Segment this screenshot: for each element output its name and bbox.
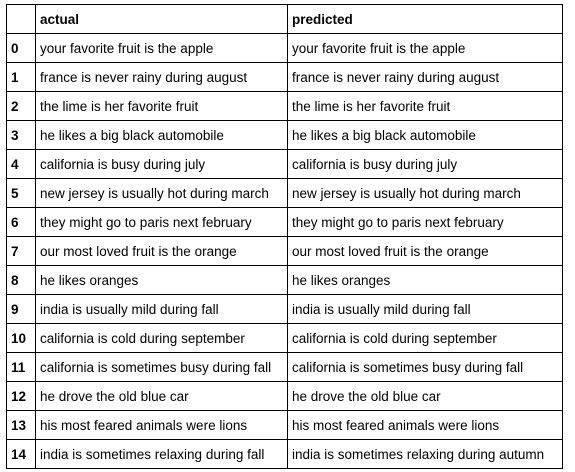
table-row: 10 california is cold during september cal… [6, 323, 563, 353]
row-index: 2 [6, 91, 36, 121]
predicted-cell: france is never rainy during august [287, 62, 563, 92]
predicted-cell: california is sometimes busy during fall [287, 352, 563, 382]
results-table: actual predicted 0 your favorite fruit is… [6, 4, 563, 469]
row-index: 7 [6, 236, 36, 266]
row-index: 11 [6, 352, 36, 382]
actual-cell: they might go to paris next february [35, 207, 288, 237]
actual-cell: your favorite fruit is the apple [35, 33, 288, 63]
actual-cell: his most feared animals were lions [35, 410, 288, 440]
row-index: 6 [6, 207, 36, 237]
predicted-cell: he likes a big black automobile [287, 120, 563, 150]
predicted-cell: he drove the old blue car [287, 381, 563, 411]
table-row: 7 our most loved fruit is the orange our m… [6, 236, 563, 266]
table-row: 5 new jersey is usually hot during march n… [6, 178, 563, 208]
actual-cell: the lime is her favorite fruit [35, 91, 288, 121]
table-row: 0 your favorite fruit is the apple your fa… [6, 33, 563, 63]
predicted-cell: the lime is her favorite fruit [287, 91, 563, 121]
actual-cell: india is sometimes relaxing during fall [35, 439, 288, 469]
actual-column-header: actual [35, 4, 288, 34]
table-row: 14 india is sometimes relaxing during fal… [6, 439, 563, 469]
row-index: 1 [6, 62, 36, 92]
table-row: 3 he likes a big black automobile he likes… [6, 120, 563, 150]
predicted-cell: he likes oranges [287, 265, 563, 295]
predicted-cell: california is busy during july [287, 149, 563, 179]
results-table-container: actual predicted 0 your favorite fruit is… [6, 4, 563, 469]
table-row: 9 india is usually mild during fall india … [6, 294, 563, 324]
table-row: 12 he drove the old blue car he drove the … [6, 381, 563, 411]
predicted-cell: india is sometimes relaxing during autum… [287, 439, 563, 469]
table-row: 2 the lime is her favorite fruit the lime … [6, 91, 563, 121]
header-row: actual predicted [6, 4, 563, 34]
predicted-cell: they might go to paris next february [287, 207, 563, 237]
table-body: 0 your favorite fruit is the apple your fa… [6, 33, 563, 469]
predicted-cell: california is cold during september [287, 323, 563, 353]
table-row: 1 france is never rainy during august fran… [6, 62, 563, 92]
predicted-cell: your favorite fruit is the apple [287, 33, 563, 63]
actual-cell: he likes oranges [35, 265, 288, 295]
row-index: 8 [6, 265, 36, 295]
actual-cell: our most loved fruit is the orange [35, 236, 288, 266]
predicted-column-header: predicted [287, 4, 563, 34]
row-index: 12 [6, 381, 36, 411]
actual-cell: he drove the old blue car [35, 381, 288, 411]
predicted-cell: new jersey is usually hot during march [287, 178, 563, 208]
actual-cell: california is cold during september [35, 323, 288, 353]
table-row: 13 his most feared animals were lions his … [6, 410, 563, 440]
row-index: 9 [6, 294, 36, 324]
predicted-cell: india is usually mild during fall [287, 294, 563, 324]
index-column-header [6, 4, 36, 34]
predicted-cell: his most feared animals were lions [287, 410, 563, 440]
actual-cell: california is sometimes busy during fall [35, 352, 288, 382]
table-row: 4 california is busy during july californi… [6, 149, 563, 179]
actual-cell: he likes a big black automobile [35, 120, 288, 150]
row-index: 13 [6, 410, 36, 440]
row-index: 14 [6, 439, 36, 469]
table-row: 11 california is sometimes busy during fa… [6, 352, 563, 382]
row-index: 3 [6, 120, 36, 150]
actual-cell: france is never rainy during august [35, 62, 288, 92]
actual-cell: india is usually mild during fall [35, 294, 288, 324]
row-index: 5 [6, 178, 36, 208]
table-row: 6 they might go to paris next february the… [6, 207, 563, 237]
predicted-cell: our most loved fruit is the orange [287, 236, 563, 266]
actual-cell: new jersey is usually hot during march [35, 178, 288, 208]
table-row: 8 he likes oranges he likes oranges [6, 265, 563, 295]
actual-cell: california is busy during july [35, 149, 288, 179]
row-index: 0 [6, 33, 36, 63]
row-index: 10 [6, 323, 36, 353]
row-index: 4 [6, 149, 36, 179]
